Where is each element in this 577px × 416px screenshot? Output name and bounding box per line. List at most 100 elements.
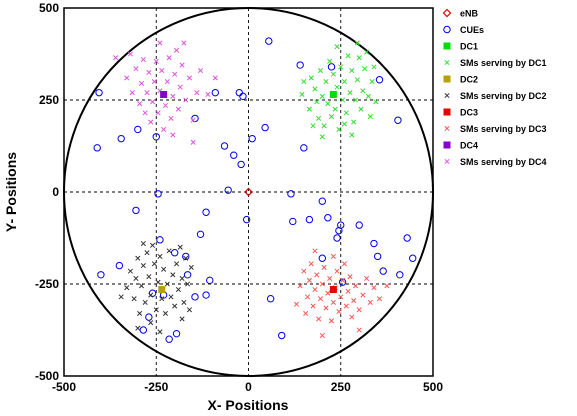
point-sms-serving-by-dc4 [153, 58, 159, 64]
point-cues [115, 261, 124, 270]
series-cues [93, 37, 417, 343]
point-cues [165, 335, 173, 343]
point-sms-serving-by-dc1 [340, 97, 346, 103]
legend-label-enb: eNB [460, 9, 479, 19]
point-sms-serving-by-dc2 [137, 310, 143, 316]
legend-label-sms-serving-by-dc3: SMs serving by DC3 [460, 124, 547, 134]
point-cues [154, 190, 162, 198]
point-sms-serving-by-dc2 [179, 316, 185, 322]
legend: eNB CUEs DC1 SMs serving by DC1 DC2 SMs servi… [442, 9, 547, 167]
legend-marker-sms-serving-by-dc3 [444, 125, 450, 132]
point-sms-serving-by-dc2 [166, 248, 172, 254]
point-sms-serving-by-dc3 [334, 268, 340, 274]
point-cues [242, 215, 251, 224]
point-sms-serving-by-dc1 [358, 106, 364, 112]
point-sms-serving-by-dc2 [131, 296, 137, 302]
point-sms-serving-by-dc4 [194, 90, 200, 96]
point-sms-serving-by-dc1 [349, 68, 355, 74]
point-sms-serving-by-dc2 [140, 263, 146, 269]
point-sms-serving-by-dc1 [327, 58, 333, 64]
point-sms-serving-by-dc4 [138, 80, 145, 86]
point-dc2 [158, 286, 166, 294]
point-sms-serving-by-dc4 [162, 102, 169, 109]
point-sms-serving-by-dc1 [319, 93, 325, 99]
point-sms-serving-by-dc3 [367, 299, 373, 305]
point-sms-serving-by-dc1 [336, 126, 342, 132]
point-sms-serving-by-dc3 [312, 286, 318, 293]
point-cues [202, 208, 210, 216]
point-sms-serving-by-dc3 [360, 292, 366, 298]
point-sms-serving-by-dc2 [168, 294, 174, 300]
legend-marker-dc1 [443, 42, 451, 50]
legend-label-dc3: DC3 [460, 108, 478, 118]
point-cues [318, 254, 326, 262]
point-sms-serving-by-dc1 [323, 79, 329, 85]
point-sms-serving-by-dc3 [341, 261, 347, 267]
point-sms-serving-by-dc3 [336, 309, 342, 315]
point-cues [370, 239, 378, 248]
boundary-circle-path [63, 7, 434, 377]
point-sms-serving-by-dc2 [133, 275, 139, 282]
point-cues [379, 267, 387, 275]
point-sms-serving-by-dc3 [319, 332, 325, 339]
point-sms-serving-by-dc1 [319, 134, 325, 140]
y-tick-label: 0 [52, 185, 59, 199]
point-cues [394, 116, 402, 124]
point-sms-serving-by-dc2 [161, 266, 167, 272]
point-cues [248, 134, 256, 143]
x-tick-label: 500 [423, 380, 443, 394]
point-dc3 [329, 286, 337, 294]
point-sms-serving-by-dc3 [352, 283, 359, 289]
point-cues [305, 215, 314, 224]
point-sms-serving-by-dc2 [175, 286, 181, 293]
point-sms-serving-by-dc4 [170, 93, 176, 99]
point-sms-serving-by-dc1 [301, 79, 307, 85]
point-sms-serving-by-dc2 [164, 281, 170, 287]
point-sms-serving-by-dc4 [151, 79, 157, 85]
point-sms-serving-by-dc3 [304, 294, 311, 300]
legend-marker-dc2 [443, 75, 451, 83]
point-sms-serving-by-dc2 [177, 244, 183, 250]
point-sms-serving-by-dc3 [371, 285, 377, 291]
point-sms-serving-by-dc1 [349, 132, 355, 138]
point-sms-serving-by-dc1 [310, 123, 316, 129]
legend-marker-sms-serving-by-dc4 [444, 158, 450, 165]
point-sms-serving-by-dc2 [155, 279, 161, 285]
point-sms-serving-by-dc3 [347, 274, 353, 280]
point-cues [409, 254, 417, 262]
point-sms-serving-by-dc2 [179, 275, 185, 282]
x-axis-label: X- Positions [208, 397, 289, 413]
point-sms-serving-by-dc2 [170, 272, 176, 278]
point-sms-serving-by-dc1 [347, 90, 353, 96]
point-enb [244, 187, 253, 197]
point-cues [206, 276, 214, 285]
point-sms-serving-by-dc4 [173, 47, 180, 53]
point-sms-serving-by-dc1 [332, 106, 338, 112]
point-cues [261, 123, 269, 132]
point-sms-serving-by-dc2 [135, 255, 141, 261]
point-sms-serving-by-dc4 [177, 84, 183, 90]
point-cues [191, 293, 199, 301]
series-sms-serving-by-dc1 [299, 40, 379, 140]
point-sms-serving-by-dc1 [369, 79, 375, 85]
point-sms-serving-by-dc2 [183, 255, 189, 261]
point-sms-serving-by-dc2 [157, 253, 163, 259]
grid-lines [64, 8, 433, 376]
point-sms-serving-by-dc3 [325, 290, 331, 296]
point-sms-serving-by-dc4 [144, 90, 150, 96]
point-cues [239, 92, 247, 101]
point-sms-serving-by-dc4 [190, 117, 196, 123]
point-sms-serving-by-dc1 [371, 64, 377, 70]
series-enb [244, 187, 253, 197]
point-cues [289, 217, 297, 226]
data-marks [93, 37, 417, 343]
point-sms-serving-by-dc4 [205, 91, 211, 98]
point-sms-serving-by-dc1 [354, 77, 360, 83]
point-sms-serving-by-dc1 [321, 123, 327, 129]
point-sms-serving-by-dc4 [179, 62, 185, 68]
point-sms-serving-by-dc2 [186, 307, 193, 313]
point-sms-serving-by-dc4 [133, 66, 139, 72]
series-sms-serving-by-dc4 [113, 40, 218, 145]
point-sms-serving-by-dc2 [173, 261, 180, 267]
point-sms-serving-by-dc2 [142, 299, 148, 305]
